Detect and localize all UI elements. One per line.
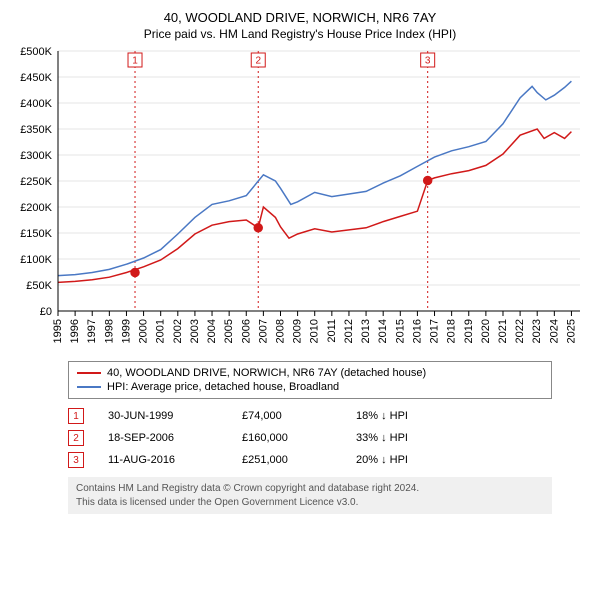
- svg-text:2019: 2019: [463, 319, 475, 343]
- event-delta: 18% ↓ HPI: [356, 410, 408, 422]
- legend-swatch: [77, 372, 101, 374]
- svg-text:2024: 2024: [548, 319, 560, 343]
- event-marker: 1: [68, 408, 84, 424]
- svg-text:2010: 2010: [309, 319, 321, 343]
- svg-text:£400K: £400K: [20, 98, 52, 110]
- svg-text:1997: 1997: [86, 319, 98, 343]
- event-marker: 3: [68, 452, 84, 468]
- svg-text:2025: 2025: [565, 319, 577, 343]
- event-date: 30-JUN-1999: [108, 410, 218, 422]
- event-row: 1 30-JUN-1999 £74,000 18% ↓ HPI: [68, 405, 552, 427]
- svg-text:2022: 2022: [514, 319, 526, 343]
- svg-text:£500K: £500K: [20, 46, 52, 58]
- line-chart-svg: £0 £50K £100K £150K £200K £250K £300K £350K £400…: [8, 45, 592, 355]
- event-price: £74,000: [242, 410, 332, 422]
- svg-text:1999: 1999: [120, 319, 132, 343]
- svg-text:£50K: £50K: [26, 280, 52, 292]
- svg-text:£350K: £350K: [20, 124, 52, 136]
- svg-text:2001: 2001: [155, 319, 167, 343]
- legend-item: 40, WOODLAND DRIVE, NORWICH, NR6 7AY (de…: [77, 366, 543, 380]
- svg-text:1: 1: [132, 56, 138, 67]
- svg-text:2006: 2006: [240, 319, 252, 343]
- svg-text:£0: £0: [40, 306, 52, 318]
- event-price: £160,000: [242, 432, 332, 444]
- svg-text:1995: 1995: [52, 319, 64, 343]
- chart-container: 40, WOODLAND DRIVE, NORWICH, NR6 7AY Pri…: [0, 0, 600, 522]
- legend: 40, WOODLAND DRIVE, NORWICH, NR6 7AY (de…: [68, 361, 552, 399]
- legend-label: HPI: Average price, detached house, Broa…: [107, 381, 339, 393]
- footer-line-2: This data is licensed under the Open Gov…: [76, 496, 544, 510]
- svg-text:2017: 2017: [429, 319, 441, 343]
- event-date: 18-SEP-2006: [108, 432, 218, 444]
- legend-item: HPI: Average price, detached house, Broa…: [77, 380, 543, 394]
- event-price: £251,000: [242, 454, 332, 466]
- svg-text:£150K: £150K: [20, 228, 52, 240]
- svg-text:£450K: £450K: [20, 72, 52, 84]
- legend-label: 40, WOODLAND DRIVE, NORWICH, NR6 7AY (de…: [107, 367, 426, 379]
- svg-text:2021: 2021: [497, 319, 509, 343]
- svg-text:2020: 2020: [480, 319, 492, 343]
- chart-plot: £0 £50K £100K £150K £200K £250K £300K £350K £400…: [8, 45, 592, 355]
- svg-text:1996: 1996: [69, 319, 81, 343]
- chart-title: 40, WOODLAND DRIVE, NORWICH, NR6 7AY: [8, 10, 592, 25]
- svg-text:£200K: £200K: [20, 202, 52, 214]
- svg-text:2015: 2015: [394, 319, 406, 343]
- svg-text:2: 2: [255, 56, 261, 67]
- svg-text:2002: 2002: [172, 319, 184, 343]
- chart-subtitle: Price paid vs. HM Land Registry's House …: [8, 27, 592, 41]
- svg-text:£250K: £250K: [20, 176, 52, 188]
- svg-text:2013: 2013: [360, 319, 372, 343]
- svg-text:£300K: £300K: [20, 150, 52, 162]
- svg-text:2023: 2023: [531, 319, 543, 343]
- svg-text:2005: 2005: [223, 319, 235, 343]
- event-row: 3 11-AUG-2016 £251,000 20% ↓ HPI: [68, 449, 552, 471]
- svg-text:2003: 2003: [189, 319, 201, 343]
- svg-text:1998: 1998: [103, 319, 115, 343]
- events-table: 1 30-JUN-1999 £74,000 18% ↓ HPI 2 18-SEP-2006…: [68, 405, 552, 471]
- event-delta: 20% ↓ HPI: [356, 454, 408, 466]
- event-date: 11-AUG-2016: [108, 454, 218, 466]
- svg-text:2012: 2012: [343, 319, 355, 343]
- svg-text:3: 3: [425, 56, 431, 67]
- svg-text:2009: 2009: [292, 319, 304, 343]
- legend-swatch: [77, 386, 101, 388]
- event-delta: 33% ↓ HPI: [356, 432, 408, 444]
- event-marker: 2: [68, 430, 84, 446]
- event-row: 2 18-SEP-2006 £160,000 33% ↓ HPI: [68, 427, 552, 449]
- svg-text:2014: 2014: [377, 319, 389, 343]
- svg-text:2004: 2004: [206, 319, 218, 343]
- footer-line-1: Contains HM Land Registry data © Crown c…: [76, 482, 544, 496]
- attribution-footer: Contains HM Land Registry data © Crown c…: [68, 477, 552, 514]
- svg-text:2008: 2008: [274, 319, 286, 343]
- svg-text:2016: 2016: [411, 319, 423, 343]
- svg-text:2007: 2007: [257, 319, 269, 343]
- svg-text:2000: 2000: [138, 319, 150, 343]
- svg-text:2018: 2018: [446, 319, 458, 343]
- svg-text:2011: 2011: [326, 319, 338, 343]
- svg-text:£100K: £100K: [20, 254, 52, 266]
